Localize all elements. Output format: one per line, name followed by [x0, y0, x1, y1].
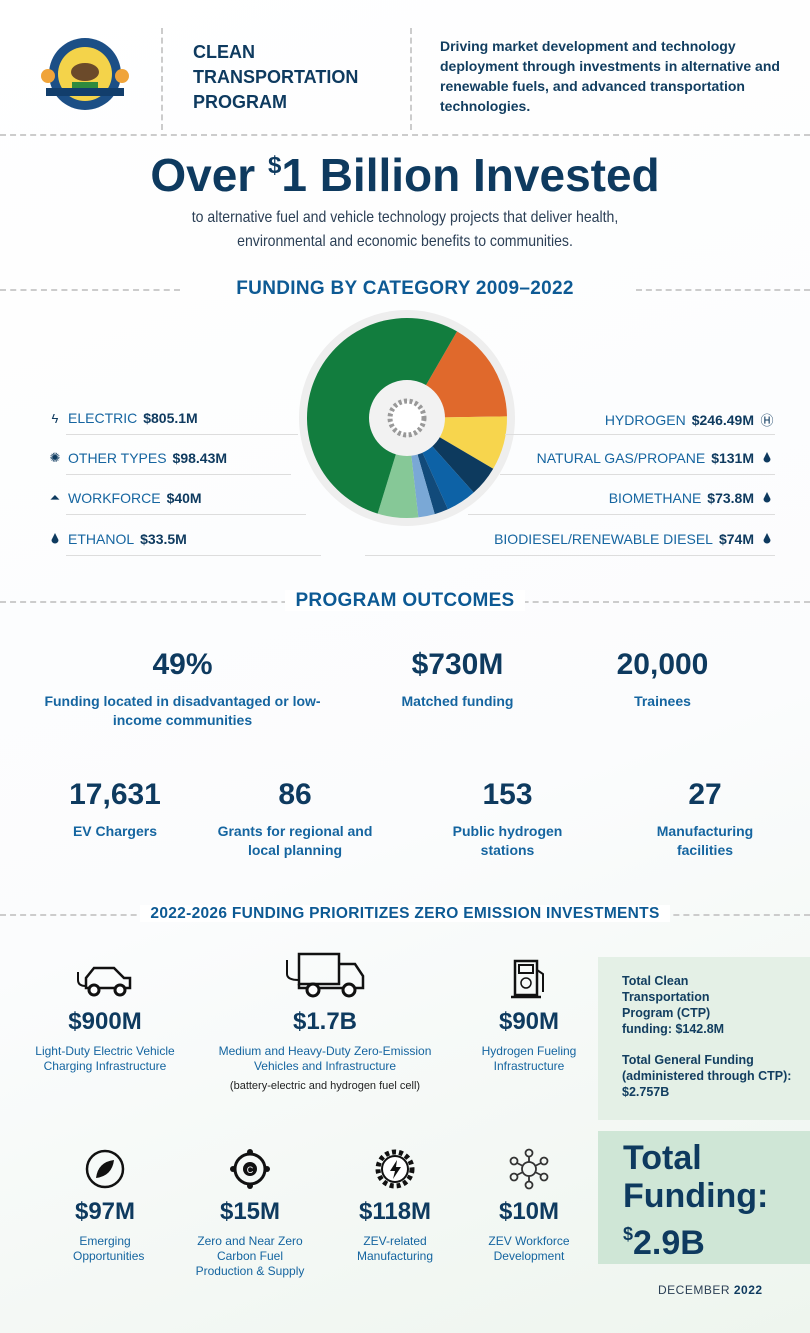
leader-line	[505, 434, 775, 435]
leader-line	[66, 514, 306, 515]
hydrogen-pump-icon	[511, 959, 544, 999]
outcome-stat: 49% Funding located in disadvantaged or l…	[44, 648, 321, 728]
leader-line	[500, 474, 775, 475]
investment-item: C $15M Zero and Near Zero Carbon Fuel Pro…	[185, 1148, 315, 1279]
hardhat-icon: ⏶	[49, 490, 61, 505]
svg-text:C: C	[247, 1165, 254, 1175]
drop-icon	[760, 451, 774, 466]
ctp-funding-text: Total Clean Transportation Program (CTP)…	[622, 974, 725, 1036]
investment-item: $900M Light-Duty Electric Vehicle Chargin…	[35, 960, 175, 1074]
priorities-heading: 2022-2026 FUNDING PRIORITIZES ZERO EMISS…	[0, 905, 810, 923]
leader-line	[66, 434, 298, 435]
hero-heading: Over $1 Billion Invested	[150, 149, 660, 201]
hydrogen-icon: Ⓗ	[760, 413, 774, 428]
funding-label: ETHANOL $33.5M	[48, 531, 187, 547]
carbon-icon: C	[230, 1149, 270, 1189]
funding-label: HYDROGEN $246.49M Ⓗ	[604, 411, 774, 429]
investment-item: $10M ZEV Workforce Development	[468, 1148, 590, 1264]
leader-line	[66, 474, 291, 475]
title-line: PROGRAM	[193, 92, 287, 112]
program-title: CLEAN TRANSPORTATION PROGRAM	[193, 40, 358, 115]
leaf-icon	[85, 1149, 125, 1189]
total-funding-box: Total Funding: $2.9B	[598, 1131, 810, 1264]
publication-date: DECEMBER 2022	[658, 1283, 763, 1297]
outcome-stat: $730M Matched funding	[401, 648, 514, 709]
investment-item: $118M ZEV-related Manufacturing	[330, 1148, 460, 1264]
divider	[636, 289, 810, 291]
funding-label: ⏶ WORKFORCE $40M	[49, 490, 202, 506]
investment-item: $1.7B Medium and Heavy-Duty Zero-Emission…	[195, 950, 455, 1092]
drop-icon	[760, 491, 774, 506]
funding-label: ✺ OTHER TYPES $98.43M	[49, 450, 228, 466]
asterisk-icon: ✺	[49, 450, 61, 465]
leader-line	[468, 514, 775, 515]
funding-heading: FUNDING BY CATEGORY 2009–2022	[236, 278, 574, 299]
network-icon	[509, 1148, 549, 1190]
gear-icon	[387, 398, 427, 438]
energy-commission-logo	[40, 36, 130, 114]
funding-pie-chart	[299, 310, 515, 526]
funding-label: ϟ ELECTRIC $805.1M	[48, 410, 198, 426]
funding-label: BIODIESEL/RENEWABLE DIESEL $74M	[494, 531, 774, 547]
ctp-funding-box: Total Clean Transportation Program (CTP)…	[598, 957, 810, 1120]
leader-line	[365, 555, 775, 556]
divider	[410, 28, 412, 130]
outcome-stat: 20,000 Trainees	[616, 648, 709, 709]
funding-label: BIOMETHANE $73.8M	[609, 490, 774, 506]
outcome-stat: 17,631 EV Chargers	[69, 778, 161, 839]
outcomes-heading: PROGRAM OUTCOMES	[0, 590, 810, 612]
electric-truck-icon	[286, 952, 365, 998]
title-line: CLEAN	[193, 42, 255, 62]
drop-icon	[48, 532, 62, 547]
general-funding-text: Total General Funding (administered thro…	[622, 1053, 792, 1099]
divider	[0, 134, 810, 136]
outcome-stat: 86 Grants for regional and local planning	[217, 778, 373, 858]
outcome-stat: 27 Manufacturing facilities	[656, 778, 754, 858]
divider	[161, 28, 163, 130]
investment-item: $90M Hydrogen Fueling Infrastructure	[466, 958, 592, 1074]
gear-bolt-icon	[375, 1149, 415, 1189]
lightning-icon: ϟ	[51, 410, 59, 426]
funding-label: NATURAL GAS/PROPANE $131M	[537, 450, 774, 466]
drop-icon	[760, 532, 774, 547]
outcome-stat: 153 Public hydrogen stations	[452, 778, 563, 858]
divider	[0, 289, 180, 291]
title-line: TRANSPORTATION	[193, 67, 359, 87]
hero-subtitle: to alternative fuel and vehicle technolo…	[191, 209, 619, 250]
ev-car-icon	[77, 966, 132, 997]
program-description: Driving market development and technolog…	[440, 38, 780, 114]
leader-line	[66, 555, 321, 556]
investment-item: $97M Emerging Opportunities	[45, 1148, 165, 1264]
